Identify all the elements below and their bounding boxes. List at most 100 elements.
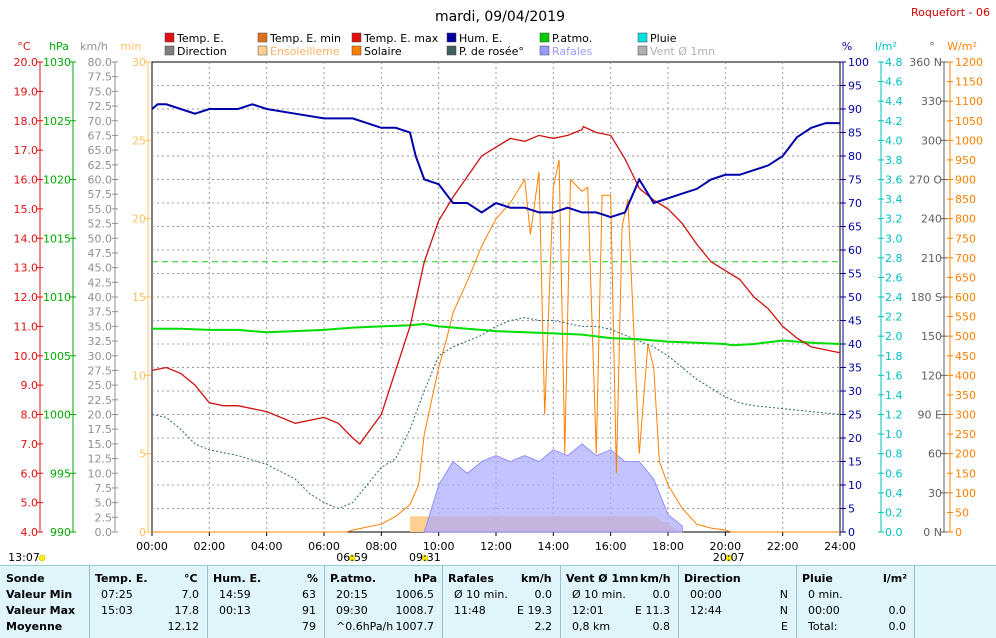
time-tick-label: 16:00 bbox=[595, 540, 627, 553]
series-layer bbox=[151, 103, 841, 533]
time-tick-label: 06:00 bbox=[308, 540, 340, 553]
legend-label: P. de rosée° bbox=[459, 45, 524, 58]
col-separator bbox=[442, 566, 443, 638]
col-separator bbox=[207, 566, 208, 638]
press-tick-label: 1000 bbox=[43, 409, 71, 422]
time-tick-label: 24:00 bbox=[824, 540, 856, 553]
rain-tick-label: 3.6 bbox=[885, 174, 903, 187]
rain-tick-label: 2.6 bbox=[885, 271, 903, 284]
temp-tick-label: 12.0 bbox=[14, 291, 39, 304]
stats-cell-hum_t: 00:13 bbox=[219, 604, 251, 617]
stats-cell-raf_v: E 19.3 bbox=[517, 604, 552, 617]
legend-label: Solaire bbox=[364, 45, 402, 58]
stats-cell-temp_t: 07:25 bbox=[101, 588, 133, 601]
stats-header-pluie-unit: l/m² bbox=[883, 572, 908, 585]
time-tick-label: 12:00 bbox=[480, 540, 512, 553]
wind-tick-label: 65.0 bbox=[88, 144, 113, 157]
rain-tick-label: 4.0 bbox=[885, 134, 903, 147]
hum-tick-label: 70 bbox=[848, 197, 862, 210]
legend-label: Rafales bbox=[552, 45, 593, 58]
solar-tick-label: 300 bbox=[955, 409, 976, 422]
wind-tick-label: 5.0 bbox=[95, 497, 113, 510]
temp-tick-label: 6.0 bbox=[21, 467, 39, 480]
wind-tick-label: 77.5 bbox=[88, 71, 113, 84]
chart-title: mardi, 09/04/2019 bbox=[435, 9, 565, 25]
rain-tick-label: 0.2 bbox=[885, 506, 903, 519]
legend-label: P.atmo. bbox=[552, 32, 592, 45]
solar-tick-label: 150 bbox=[955, 467, 976, 480]
press-tick-label: 1005 bbox=[43, 350, 71, 363]
min-tick-label: 10 bbox=[132, 369, 146, 382]
temp-tick-label: 18.0 bbox=[14, 115, 39, 128]
solar-line bbox=[152, 159, 840, 533]
legend-label: Direction bbox=[177, 45, 227, 58]
legend-label: Temp. E. bbox=[176, 32, 224, 45]
hum-tick-label: 30 bbox=[848, 385, 862, 398]
solar-tick-label: 750 bbox=[955, 232, 976, 245]
legend-label: Ensoleilleme bbox=[270, 45, 340, 58]
temp-tick-label: 17.0 bbox=[14, 144, 39, 157]
legend-swatch bbox=[164, 32, 175, 43]
hum-tick-label: 100 bbox=[848, 56, 869, 69]
stats-cell-temp_v: 12.12 bbox=[167, 620, 200, 633]
legend-label: Pluie bbox=[650, 32, 677, 45]
wind-tick-label: 27.5 bbox=[88, 364, 113, 377]
temp-tick-label: 8.0 bbox=[21, 409, 39, 422]
dir-tick-label: 240 bbox=[921, 213, 942, 226]
rain-tick-label: 0.4 bbox=[885, 487, 903, 500]
legend-swatch bbox=[164, 45, 175, 56]
wind-tick-label: 45.0 bbox=[88, 262, 113, 275]
wind-tick-label: 75.0 bbox=[88, 85, 113, 98]
wind-tick-label: 2.5 bbox=[95, 511, 113, 524]
rain-tick-label: 1.0 bbox=[885, 428, 903, 441]
stats-cell-pluie_v: 0.0 bbox=[888, 620, 907, 633]
legend: Temp. E.Direction Temp. E. minEnsoleillem… bbox=[164, 32, 715, 58]
legend-swatch bbox=[351, 45, 362, 56]
dir-tick-label: 90 E bbox=[918, 409, 942, 422]
stats-header-pluie: Pluie bbox=[802, 572, 833, 585]
wind-tick-label: 47.5 bbox=[88, 247, 113, 260]
rain-tick-label: 2.8 bbox=[885, 252, 903, 265]
sun-marker bbox=[38, 554, 46, 562]
min-tick-label: 30 bbox=[132, 56, 146, 69]
legend-swatch bbox=[257, 45, 268, 56]
stats-cell-raf_t: 11:48 bbox=[454, 604, 486, 617]
stats-header-hum: Hum. E. bbox=[213, 572, 262, 585]
rain-tick-label: 0.0 bbox=[885, 526, 903, 539]
stats-header-rafales: Rafales bbox=[448, 572, 494, 585]
wind-tick-label: 67.5 bbox=[88, 129, 113, 142]
station-name: Roquefort - 06 bbox=[911, 6, 990, 19]
stats-cell-press_t: ^0.6hPa/h bbox=[336, 620, 394, 633]
gusts-area bbox=[423, 443, 683, 533]
solar-tick-label: 200 bbox=[955, 448, 976, 461]
rain-tick-label: 3.8 bbox=[885, 154, 903, 167]
rain-tick-label: 4.6 bbox=[885, 76, 903, 89]
rain-tick-label: 0.8 bbox=[885, 448, 903, 461]
rain-tick-label: 1.8 bbox=[885, 350, 903, 363]
solar-tick-label: 50 bbox=[955, 506, 969, 519]
dir-tick-label: 60 bbox=[928, 448, 942, 461]
wind-tick-label: 17.5 bbox=[88, 423, 113, 436]
press-tick-label: 1010 bbox=[43, 291, 71, 304]
temp-unit-label: °C bbox=[17, 40, 31, 53]
solar-tick-label: 250 bbox=[955, 428, 976, 441]
sun-marker bbox=[421, 554, 429, 562]
stats-cell-raf_v: 2.2 bbox=[534, 620, 553, 633]
wind-tick-label: 42.5 bbox=[88, 276, 113, 289]
wind-tick-label: 50.0 bbox=[88, 232, 113, 245]
rain-tick-label: 1.6 bbox=[885, 369, 903, 382]
stats-header-temp-unit: °C bbox=[184, 572, 198, 585]
solar-tick-label: 1000 bbox=[955, 134, 983, 147]
solar-tick-label: 700 bbox=[955, 252, 976, 265]
time-tick-label: 04:00 bbox=[251, 540, 283, 553]
temp-tick-label: 16.0 bbox=[14, 174, 39, 187]
axes: 20.0 19.0 18.0 17.0 16.0 15.0 14.0 13.0 12.0 11.0… bbox=[14, 40, 984, 539]
rain-tick-label: 2.2 bbox=[885, 311, 903, 324]
temp-tick-label: 4.0 bbox=[21, 526, 39, 539]
hum-tick-label: 10 bbox=[848, 479, 862, 492]
wind-tick-label: 62.5 bbox=[88, 159, 113, 172]
stats-cell-hum_t: 14:59 bbox=[219, 588, 251, 601]
rain-tick-label: 3.2 bbox=[885, 213, 903, 226]
wind-tick-label: 40.0 bbox=[88, 291, 113, 304]
legend-label: Temp. E. min bbox=[269, 32, 341, 45]
